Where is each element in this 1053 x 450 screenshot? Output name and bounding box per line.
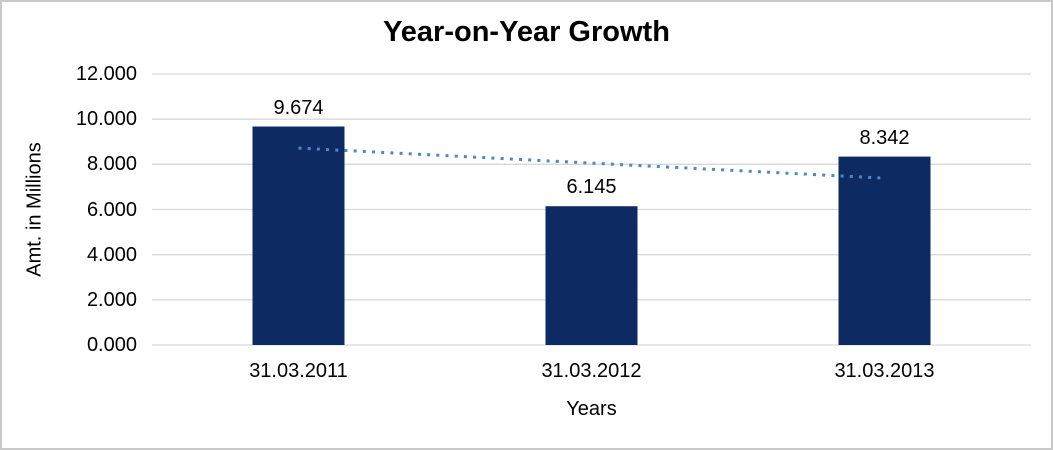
y-tick-label: 4.000 [86,243,137,266]
y-tick-label: 10.000 [75,108,137,131]
bar [545,206,638,345]
x-category-label: 31.03.2013 [834,360,935,382]
y-tick-label: 6.000 [86,198,137,221]
y-tick-label: 8.000 [86,153,137,176]
y-tick-label: 0.000 [86,334,137,356]
bar-value-label: 8.342 [859,126,910,149]
trendline [298,146,885,180]
x-category-label: 31.03.2012 [541,360,642,382]
bar [252,126,345,345]
x-axis-title: Years [566,398,617,420]
chart-title: Year-on-Year Growth [383,16,670,48]
y-tick-label: 2.000 [86,288,137,311]
x-category-label: 31.03.2011 [249,360,348,382]
bar-value-label: 6.145 [566,176,617,199]
y-tick-label: 12.000 [75,63,137,85]
bar-value-label: 9.674 [273,96,324,119]
bar [838,156,931,345]
plot-area [152,73,1031,346]
